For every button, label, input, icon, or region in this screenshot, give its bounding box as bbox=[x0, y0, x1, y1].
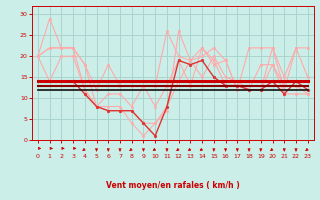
X-axis label: Vent moyen/en rafales ( km/h ): Vent moyen/en rafales ( km/h ) bbox=[106, 181, 240, 190]
